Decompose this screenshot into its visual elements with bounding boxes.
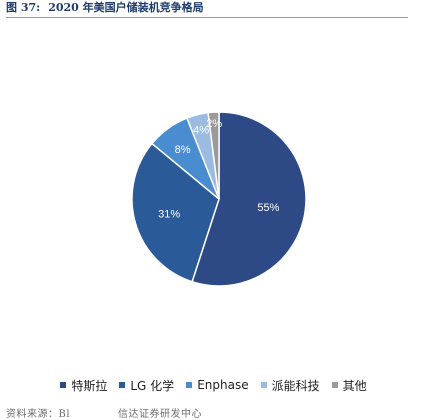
legend-label: Enphase [197, 378, 249, 392]
legend-label: 特斯拉 [71, 378, 108, 393]
pie-slice-1 [131, 142, 220, 283]
pie-value-label-4: 2% [206, 118, 222, 130]
legend-swatch [186, 382, 193, 388]
legend-swatch [260, 382, 267, 388]
legend-label: 其他 [342, 378, 367, 393]
pie-value-label-0: 55% [257, 202, 279, 214]
pie-slice-4 [207, 111, 220, 200]
footer-note: 信达证券研发中心 [118, 409, 203, 420]
legend-label: LG 化学 [130, 378, 175, 393]
legend-item-0: 特斯拉 [60, 377, 107, 394]
legend-item-2: Enphase [186, 378, 249, 392]
legend-item-1: LG 化学 [119, 377, 174, 394]
legend-swatch [60, 382, 67, 388]
pie-slice-0 [191, 111, 307, 287]
caption-divider [6, 17, 408, 18]
legend-item-3: 派能科技 [260, 377, 320, 394]
footer-source: 资料来源：Bl [6, 409, 71, 420]
page-footer: 资料来源：Bl 信达证券研发中心 [6, 405, 202, 420]
figure-number: 图 37: [6, 1, 41, 14]
legend-item-4: 其他 [331, 377, 367, 394]
pie-value-labels: 55% 31% 8%4%2% [158, 118, 280, 220]
pie-value-label-2: 8% [175, 144, 191, 156]
pie-slices [131, 111, 307, 287]
legend-swatch [119, 382, 126, 388]
figure-caption: 图 37: 2020 年美国户储装机竞争格局 [6, 0, 204, 16]
chart-legend: 特斯拉 LG 化学 Enphase 派能科技 其他 [0, 376, 427, 394]
legend-swatch [331, 382, 338, 388]
pie-value-label-1: 31% [158, 209, 180, 221]
figure-title: 2020 年美国户储装机竞争格局 [48, 1, 204, 14]
legend-label: 派能科技 [271, 378, 320, 393]
pie-value-label-3: 4% [193, 124, 209, 136]
